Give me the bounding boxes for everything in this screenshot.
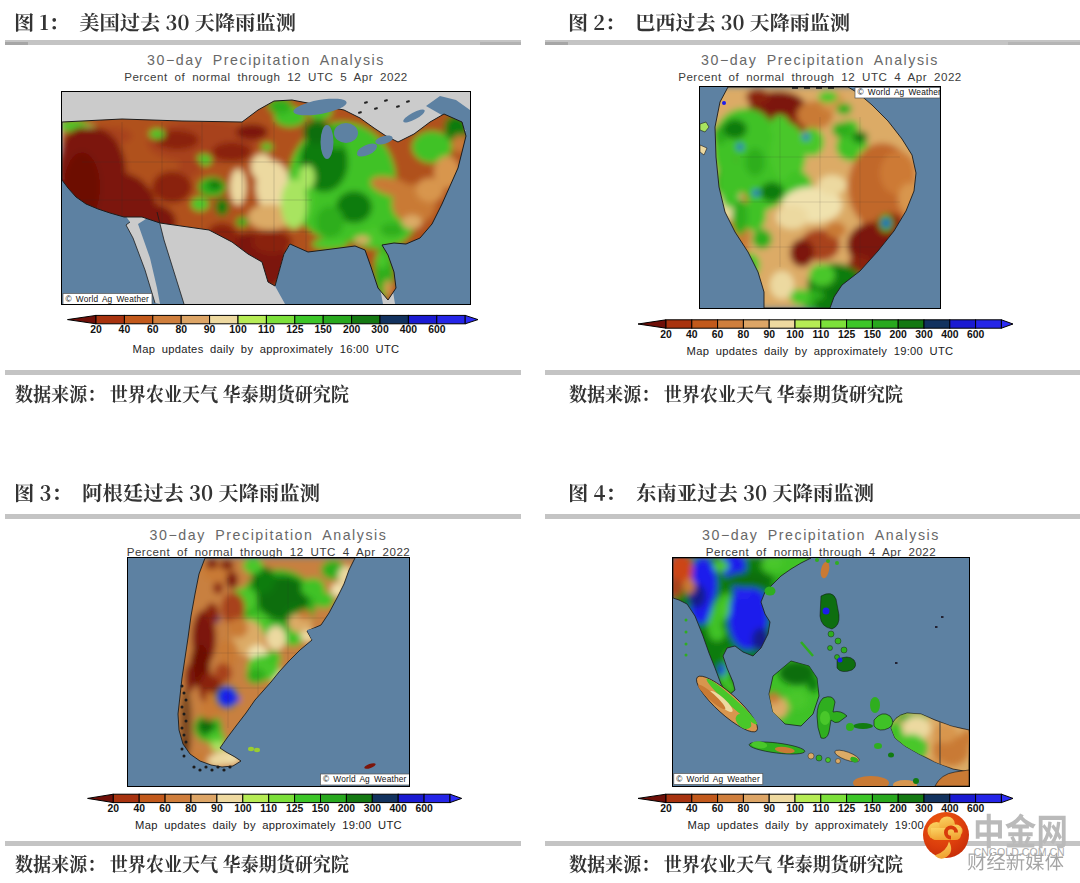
svg-text:CNGOLD.COM.CN: CNGOLD.COM.CN bbox=[974, 846, 1065, 858]
